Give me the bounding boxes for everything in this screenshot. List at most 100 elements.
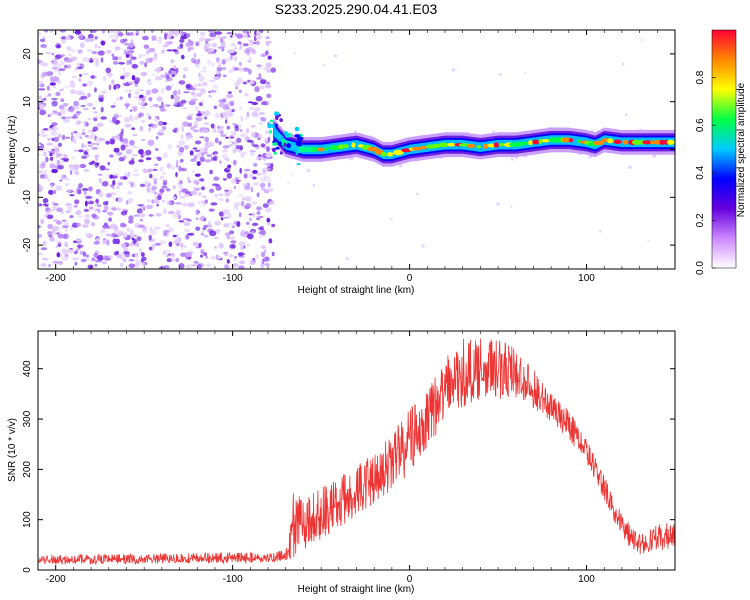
spectrogram-noise-blob [40, 247, 48, 251]
spectrogram-noise-blob [256, 156, 264, 159]
spectrogram-noise-blob [148, 115, 152, 120]
spectrogram-noise-blob [162, 179, 168, 185]
spectrogram-onset-blob [281, 139, 287, 143]
spectrogram-noise-blob [48, 234, 53, 238]
spectrogram-noise-blob [95, 199, 98, 203]
spectrogram-noise-blob [200, 88, 206, 94]
spectrogram-noise-blob [39, 109, 46, 116]
spectrogram-noise-blob [50, 112, 56, 116]
spectrogram-noise-blob [165, 224, 170, 228]
spectrogram-noise-blob [149, 105, 156, 108]
spectrogram-noise-blob [177, 183, 183, 189]
spectrogram-noise-blob [159, 188, 165, 193]
spectrogram-faint-blob [511, 157, 514, 161]
spectrogram-noise-blob [111, 186, 115, 190]
spectrogram-noise-blob [242, 183, 247, 187]
spectrogram-noise-blob [210, 123, 215, 129]
spectrogram-noise-blob [125, 72, 130, 76]
spectrogram-onset-blob [279, 118, 283, 123]
spectrogram-noise-blob [148, 127, 151, 132]
spectrogram-noise-blob [59, 30, 67, 33]
spectrogram-noise-blob [74, 30, 82, 35]
spectrogram-noise-blob [70, 88, 76, 95]
spectrogram-noise-blob [97, 204, 102, 208]
spectrogram-noise-blob [130, 56, 137, 60]
spectrogram-noise-blob [222, 66, 226, 71]
spectrogram-noise-blob [233, 220, 237, 225]
spectrogram-onset-blob [278, 141, 282, 146]
spectrogram-ridge-blob [419, 145, 427, 150]
spectrogram-ridge-blob [274, 134, 283, 139]
spectrogram-ridge-blob [659, 139, 665, 145]
spectrogram-noise-blob [119, 262, 124, 268]
spectrogram-noise-blob [132, 134, 138, 137]
spectrogram-noise-blob [42, 240, 47, 246]
snr-plot: -200 -100 0 100 0 100 200 300 400 Height of stra… [7, 330, 676, 595]
spectrogram-noise-blob [138, 94, 144, 99]
spectrogram-noise-blob [203, 122, 210, 126]
spectrogram-noise-blob [63, 235, 68, 239]
spectrogram-onset-blob [272, 142, 278, 146]
spectrogram-noise-blob [192, 83, 200, 88]
spectrogram-noise-blob [214, 31, 222, 35]
spectrogram-ridge-blob [438, 142, 449, 148]
spectrogram-noise-blob [248, 173, 254, 178]
spectrogram-noise-blob [47, 178, 51, 183]
spectrogram-noise-blob [236, 78, 244, 84]
spectrogram-noise-blob [138, 212, 146, 218]
spectrogram-noise-blob [248, 68, 252, 75]
spectrogram-faint-blob [287, 181, 289, 184]
spectrogram-noise-blob [206, 263, 212, 268]
spectrogram-noise-blob [175, 171, 178, 178]
spectrogram-noise-blob [204, 147, 208, 153]
spectrogram-noise-blob [138, 159, 144, 163]
spectrogram-noise-blob [91, 75, 95, 79]
spectrogram-ridge-blob [312, 147, 318, 152]
spectrogram-y-tick-label: -20 [22, 237, 33, 252]
spectrogram-noise-blob [56, 79, 61, 85]
spectrogram-noise-blob [251, 48, 256, 55]
spectrogram-noise-blob [266, 217, 271, 223]
spectrogram-noise-blob [141, 262, 147, 266]
spectrogram-ridge-blob [337, 144, 345, 150]
spectrogram-noise-blob [72, 136, 77, 142]
spectrogram-noise-blob [128, 59, 132, 65]
spectrogram-noise-blob [62, 119, 70, 123]
spectrogram-noise-blob [92, 107, 96, 110]
spectrogram-noise-blob [164, 71, 168, 75]
spectrogram-ridge-blob [569, 138, 574, 143]
spectrogram-noise-blob [229, 236, 235, 241]
spectrogram-noise-blob [58, 68, 66, 72]
spectrogram-noise-blob [55, 185, 63, 191]
spectrogram-onset-blob [274, 114, 279, 121]
spectrogram-noise-blob [124, 123, 132, 128]
spectrogram-noise-blob [204, 159, 212, 163]
spectrogram-noise-blob [180, 134, 184, 140]
spectrogram-noise-blob [105, 140, 110, 145]
spectrogram-noise-blob [172, 185, 176, 190]
spectrogram-noise-blob [244, 117, 248, 121]
spectrogram-noise-blob [193, 179, 200, 185]
spectrogram-noise-blob [124, 101, 129, 104]
spectrogram-ridge-blob [593, 140, 605, 146]
spectrogram-noise-blob [75, 211, 80, 215]
spectrogram-noise-blob [139, 183, 146, 187]
spectrogram-noise-blob [151, 185, 157, 191]
spectrogram-noise-blob [200, 249, 205, 255]
spectrogram-noise-blob [211, 183, 219, 187]
spectrogram-ridge-blob [653, 140, 662, 145]
spectrogram-noise-blob [80, 42, 85, 48]
spectrogram-noise-blob [111, 79, 115, 85]
spectrogram-ridge-blob [642, 140, 653, 145]
spectrogram-noise-blob [154, 163, 159, 167]
spectrogram-noise-blob [132, 107, 137, 112]
spectrogram-noise-blob [186, 33, 191, 38]
spectrogram-noise-blob [64, 243, 69, 248]
spectrogram-noise-blob [116, 185, 120, 190]
spectrogram-noise-blob [38, 80, 44, 83]
spectrogram-noise-blob [193, 187, 198, 192]
spectrogram-noise-blob [158, 129, 164, 133]
spectrogram-noise-blob [169, 252, 176, 259]
spectrogram-noise-blob [199, 136, 205, 139]
